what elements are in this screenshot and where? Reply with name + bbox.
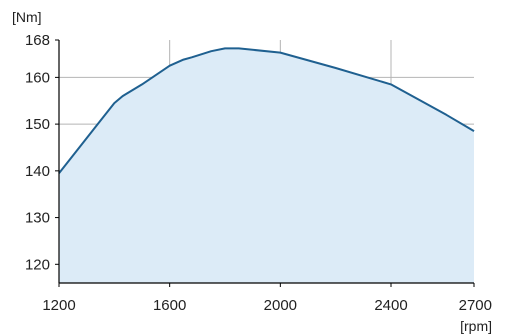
y-axis-unit-label: [Nm]: [12, 9, 42, 25]
y-tick-label-160: 160: [25, 69, 50, 86]
y-tick-label-120: 120: [25, 256, 50, 273]
y-tick-label-130: 130: [25, 210, 50, 227]
torque-curve: [58, 47, 475, 174]
tick-labels: 120 130 140 150 160 168 1200 1600 2000 2400 2700: [25, 32, 492, 314]
axes: [55, 39, 475, 287]
x-tick-label-2000: 2000: [264, 297, 297, 314]
y-tick-label-140: 140: [25, 163, 50, 180]
torque-area-fill: [59, 48, 474, 284]
x-tick-label-1200: 1200: [42, 297, 75, 314]
x-tick-label-1600: 1600: [153, 297, 186, 314]
x-tick-label-2400: 2400: [374, 297, 407, 314]
x-axis-unit-label: [rpm]: [460, 318, 492, 334]
y-tick-label-150: 150: [25, 116, 50, 133]
x-tick-label-2700: 2700: [459, 297, 492, 314]
y-tick-label-168: 168: [25, 32, 50, 49]
